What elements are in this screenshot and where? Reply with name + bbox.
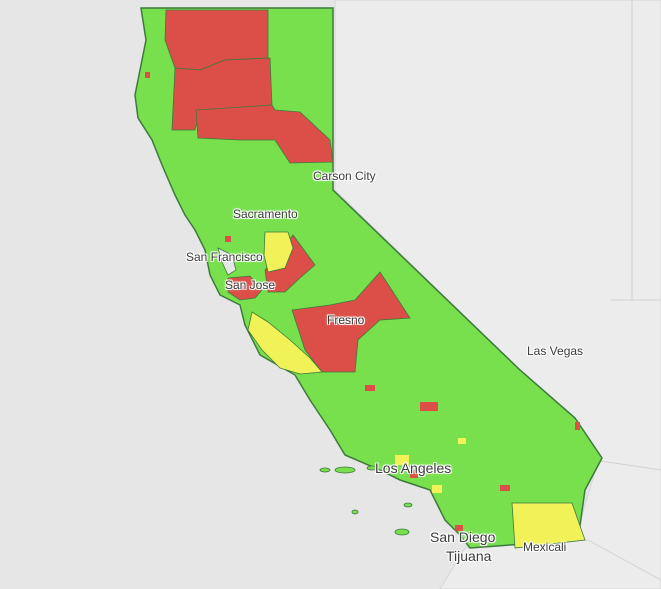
- region-red-patch[interactable]: [575, 422, 580, 430]
- region-red-north-3[interactable]: [195, 104, 334, 164]
- region-red-patch[interactable]: [365, 385, 375, 391]
- region-yellow-patch[interactable]: [458, 438, 466, 444]
- island-shape: [394, 528, 410, 536]
- region-red-patch[interactable]: [455, 525, 463, 531]
- island-shape: [366, 465, 378, 471]
- region-red-santa-clara[interactable]: [227, 275, 263, 301]
- region-yellow-monterey[interactable]: [247, 311, 323, 375]
- region-red-patch[interactable]: [225, 236, 231, 242]
- region-red-patch[interactable]: [500, 485, 510, 491]
- region-red-stanislaus[interactable]: [264, 234, 316, 293]
- california-state-shape[interactable]: [134, 7, 603, 549]
- region-yellow-patch[interactable]: [395, 455, 409, 465]
- region-yellow-sacramento[interactable]: [263, 231, 294, 273]
- bay-water: [217, 247, 237, 276]
- region-red-fresno[interactable]: [291, 271, 411, 373]
- region-red-patch[interactable]: [420, 402, 438, 411]
- island-shape: [319, 467, 331, 473]
- region-yellow-patch[interactable]: [432, 485, 442, 493]
- island-shape: [334, 466, 356, 474]
- island-shape: [351, 509, 359, 515]
- region-red-patch[interactable]: [145, 72, 150, 78]
- region-red-patch[interactable]: [410, 470, 418, 478]
- region-yellow-imperial[interactable]: [511, 502, 586, 549]
- island-shape: [403, 502, 413, 508]
